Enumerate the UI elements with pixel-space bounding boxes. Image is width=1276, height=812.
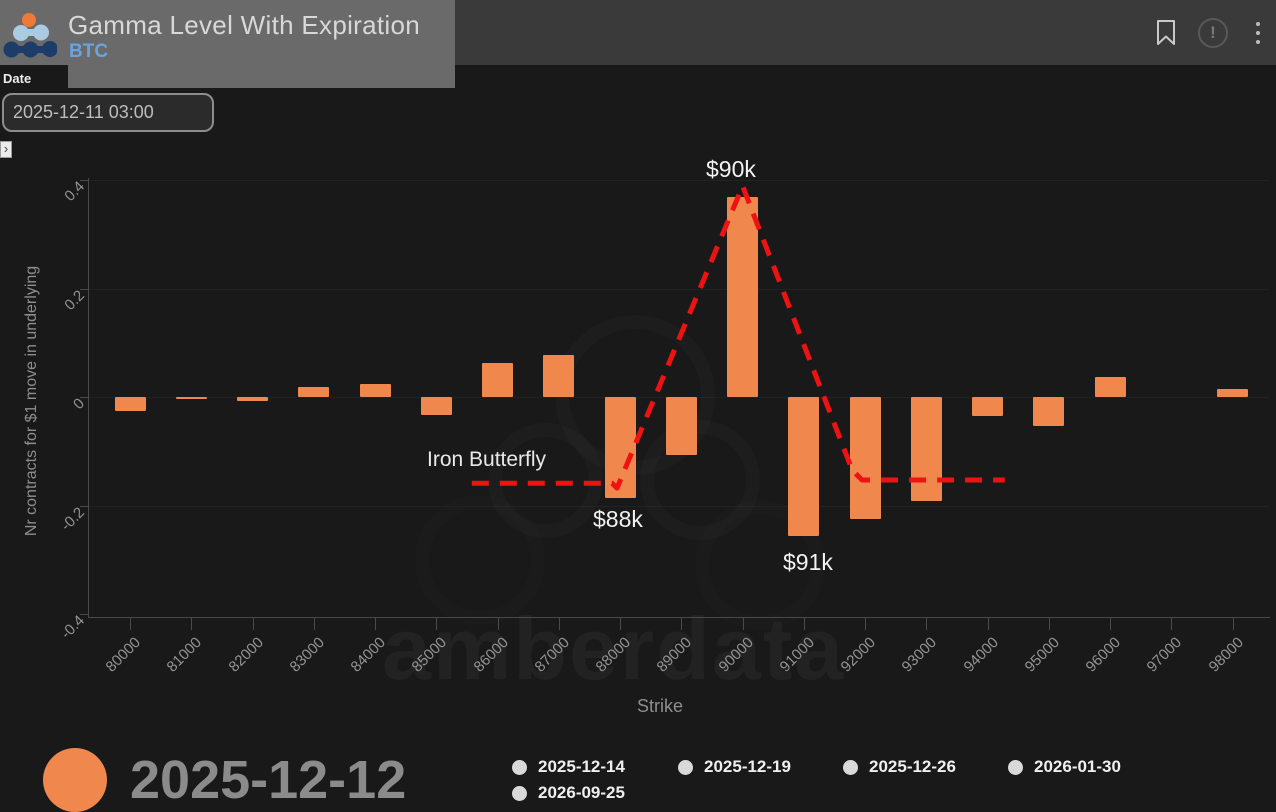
bar-92000 <box>849 397 881 519</box>
date-filter-label: Date <box>3 71 32 86</box>
y-tick <box>80 288 89 290</box>
x-tick-label: 80000 <box>102 634 145 676</box>
x-tick <box>375 618 377 630</box>
x-tick-label: 82000 <box>225 634 267 676</box>
bookmark-icon[interactable] <box>1156 19 1176 46</box>
x-tick <box>865 618 867 630</box>
x-tick <box>803 618 805 630</box>
bar-82000 <box>237 397 269 402</box>
x-tick-label: 83000 <box>286 634 328 676</box>
x-tick-label: 98000 <box>1205 634 1247 676</box>
bar-96000 <box>1094 377 1126 397</box>
x-tick <box>558 618 560 630</box>
bar-85000 <box>420 397 452 415</box>
x-axis-line <box>88 617 1270 618</box>
info-circle-icon[interactable]: ! <box>1198 17 1228 48</box>
bar-88000 <box>604 397 636 499</box>
legend-item[interactable]: 2025-12-19 <box>678 757 791 777</box>
bar-89000 <box>665 397 697 456</box>
bar-94000 <box>972 397 1004 416</box>
y-axis-line <box>88 178 89 618</box>
x-tick-label: 93000 <box>898 634 941 676</box>
bar-93000 <box>910 397 942 502</box>
x-tick <box>1048 618 1050 630</box>
sidebar-expand-button[interactable]: › <box>0 141 12 158</box>
bar-87000 <box>543 355 575 397</box>
legend-dot <box>843 759 858 775</box>
x-tick <box>252 618 254 630</box>
bar-86000 <box>482 362 514 397</box>
legend-dot <box>1008 759 1023 775</box>
x-tick <box>1110 618 1112 630</box>
bar-84000 <box>359 383 391 397</box>
x-tick-label: 95000 <box>1021 634 1063 676</box>
x-tick <box>742 618 744 630</box>
x-tick-label: 97000 <box>1143 634 1186 676</box>
date-filter: Date <box>0 65 68 88</box>
x-tick-label: 81000 <box>163 634 206 676</box>
y-tick-label: 0 <box>70 395 89 413</box>
x-axis-title: Strike <box>636 696 683 716</box>
bar-83000 <box>298 386 330 397</box>
y-tick <box>80 397 89 398</box>
kebab-menu-icon[interactable] <box>1250 20 1266 46</box>
legend-dot <box>512 785 527 801</box>
y-tick-label: -0.2 <box>57 503 89 534</box>
legend-item[interactable]: 2026-01-30 <box>1008 757 1121 777</box>
bar-95000 <box>1033 397 1065 426</box>
annotation--88k: $88k <box>593 506 643 532</box>
y-tick <box>80 505 89 507</box>
bar-90000 <box>727 196 759 397</box>
x-tick <box>1171 618 1173 630</box>
legend-item[interactable]: 2026-09-25 <box>512 783 625 803</box>
bar-81000 <box>175 397 207 400</box>
x-tick <box>436 618 438 630</box>
x-tick-label: 84000 <box>347 634 390 676</box>
annotation-iron-butterfly: Iron Butterfly <box>427 448 547 471</box>
x-tick-label: 94000 <box>960 634 1002 676</box>
date-input[interactable] <box>2 93 214 132</box>
legend-selected-label[interactable]: 2025-12-12 <box>130 750 407 810</box>
bar-91000 <box>788 397 820 536</box>
widget-title-box: Gamma Level With Expiration BTC <box>0 0 455 88</box>
x-tick-label: 96000 <box>1082 634 1125 676</box>
y-tick-label: 0.4 <box>61 178 89 205</box>
legend-item[interactable]: 2025-12-14 <box>512 757 625 777</box>
gridline <box>89 288 1269 290</box>
x-tick <box>1232 618 1234 630</box>
y-tick <box>80 614 89 615</box>
x-tick <box>497 618 499 630</box>
amberdata-watermark: amberdata <box>382 598 845 700</box>
annotation--90k: $90k <box>706 156 756 182</box>
gridline <box>89 180 1269 181</box>
x-tick <box>130 618 131 630</box>
x-tick <box>987 618 989 630</box>
y-tick-label: 0.2 <box>61 286 89 314</box>
x-tick <box>191 618 193 630</box>
widget-symbol: BTC <box>69 41 109 62</box>
legend-dot <box>678 759 693 775</box>
legend-item[interactable]: 2025-12-26 <box>843 757 956 777</box>
legend-selected-swatch[interactable] <box>43 748 107 812</box>
bar-80000 <box>114 397 146 412</box>
y-tick-label: -0.4 <box>57 612 89 643</box>
widget-title: Gamma Level With Expiration <box>68 10 421 40</box>
legend-dot <box>512 759 527 775</box>
gridline <box>89 505 1269 507</box>
y-axis-title: Nr contracts for $1 move in underlying <box>23 265 40 537</box>
x-tick <box>681 618 683 630</box>
annotation--91k: $91k <box>783 549 833 575</box>
bar-98000 <box>1217 388 1249 397</box>
amberdata-logo <box>3 5 58 64</box>
x-tick <box>926 618 928 630</box>
x-tick <box>620 618 622 630</box>
x-tick <box>313 618 315 630</box>
y-tick <box>80 180 89 181</box>
